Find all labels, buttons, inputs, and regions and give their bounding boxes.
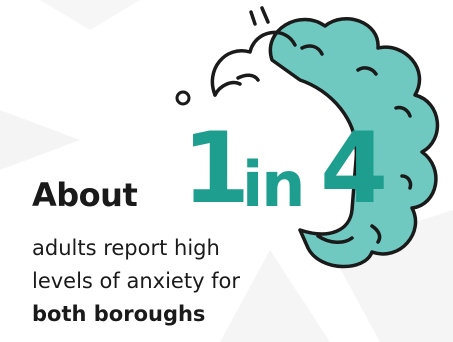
headline-connector: in bbox=[242, 148, 305, 221]
small-circle-icon bbox=[175, 90, 191, 106]
headline-number-1: 1 bbox=[182, 112, 250, 226]
sparkle-lines-icon bbox=[249, 6, 270, 26]
body-line-3: both boroughs bbox=[32, 302, 206, 326]
body-text: adults report high levels of anxiety for… bbox=[32, 232, 332, 331]
headline-prefix: About bbox=[32, 176, 138, 214]
body-line-2: levels of anxiety for bbox=[32, 269, 241, 293]
body-line-1: adults report high bbox=[32, 236, 220, 260]
headline-number-4: 4 bbox=[320, 112, 389, 226]
